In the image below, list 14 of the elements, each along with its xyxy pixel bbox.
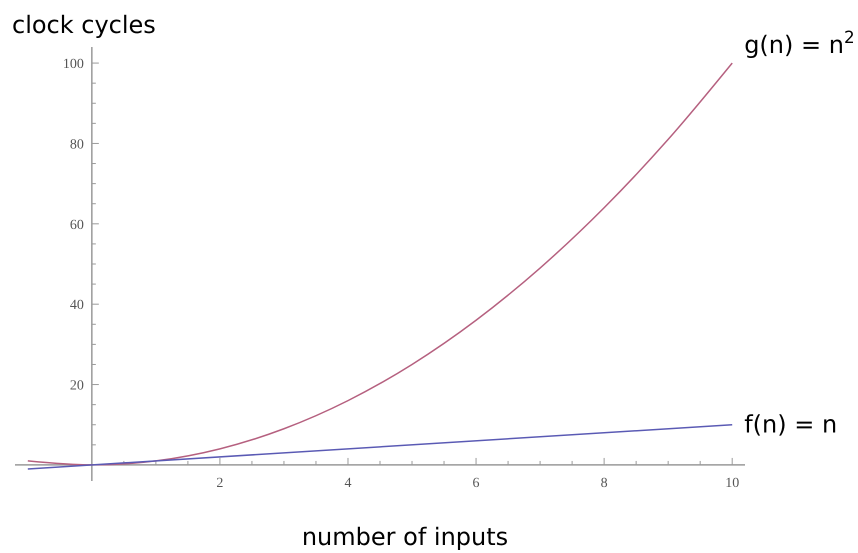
- y-tick-label: 20: [70, 378, 84, 394]
- y-tick-label: 60: [70, 218, 84, 233]
- y-axis-title: clock cycles: [12, 11, 156, 39]
- y-tick-label: 80: [70, 137, 84, 152]
- x-tick-label: 8: [600, 476, 608, 491]
- x-tick-label: 2: [216, 476, 224, 491]
- x-axis-title: number of inputs: [302, 523, 508, 551]
- x-tick-label: 10: [725, 476, 740, 491]
- series-label: g(n) = n$^{2}$: [744, 27, 855, 60]
- series-label: f(n) = n: [744, 410, 838, 439]
- x-tick-label: 6: [472, 476, 480, 491]
- y-tick-label: 40: [70, 298, 84, 314]
- x-tick-label: 4: [344, 476, 352, 491]
- y-tick-label: 100: [62, 57, 84, 72]
